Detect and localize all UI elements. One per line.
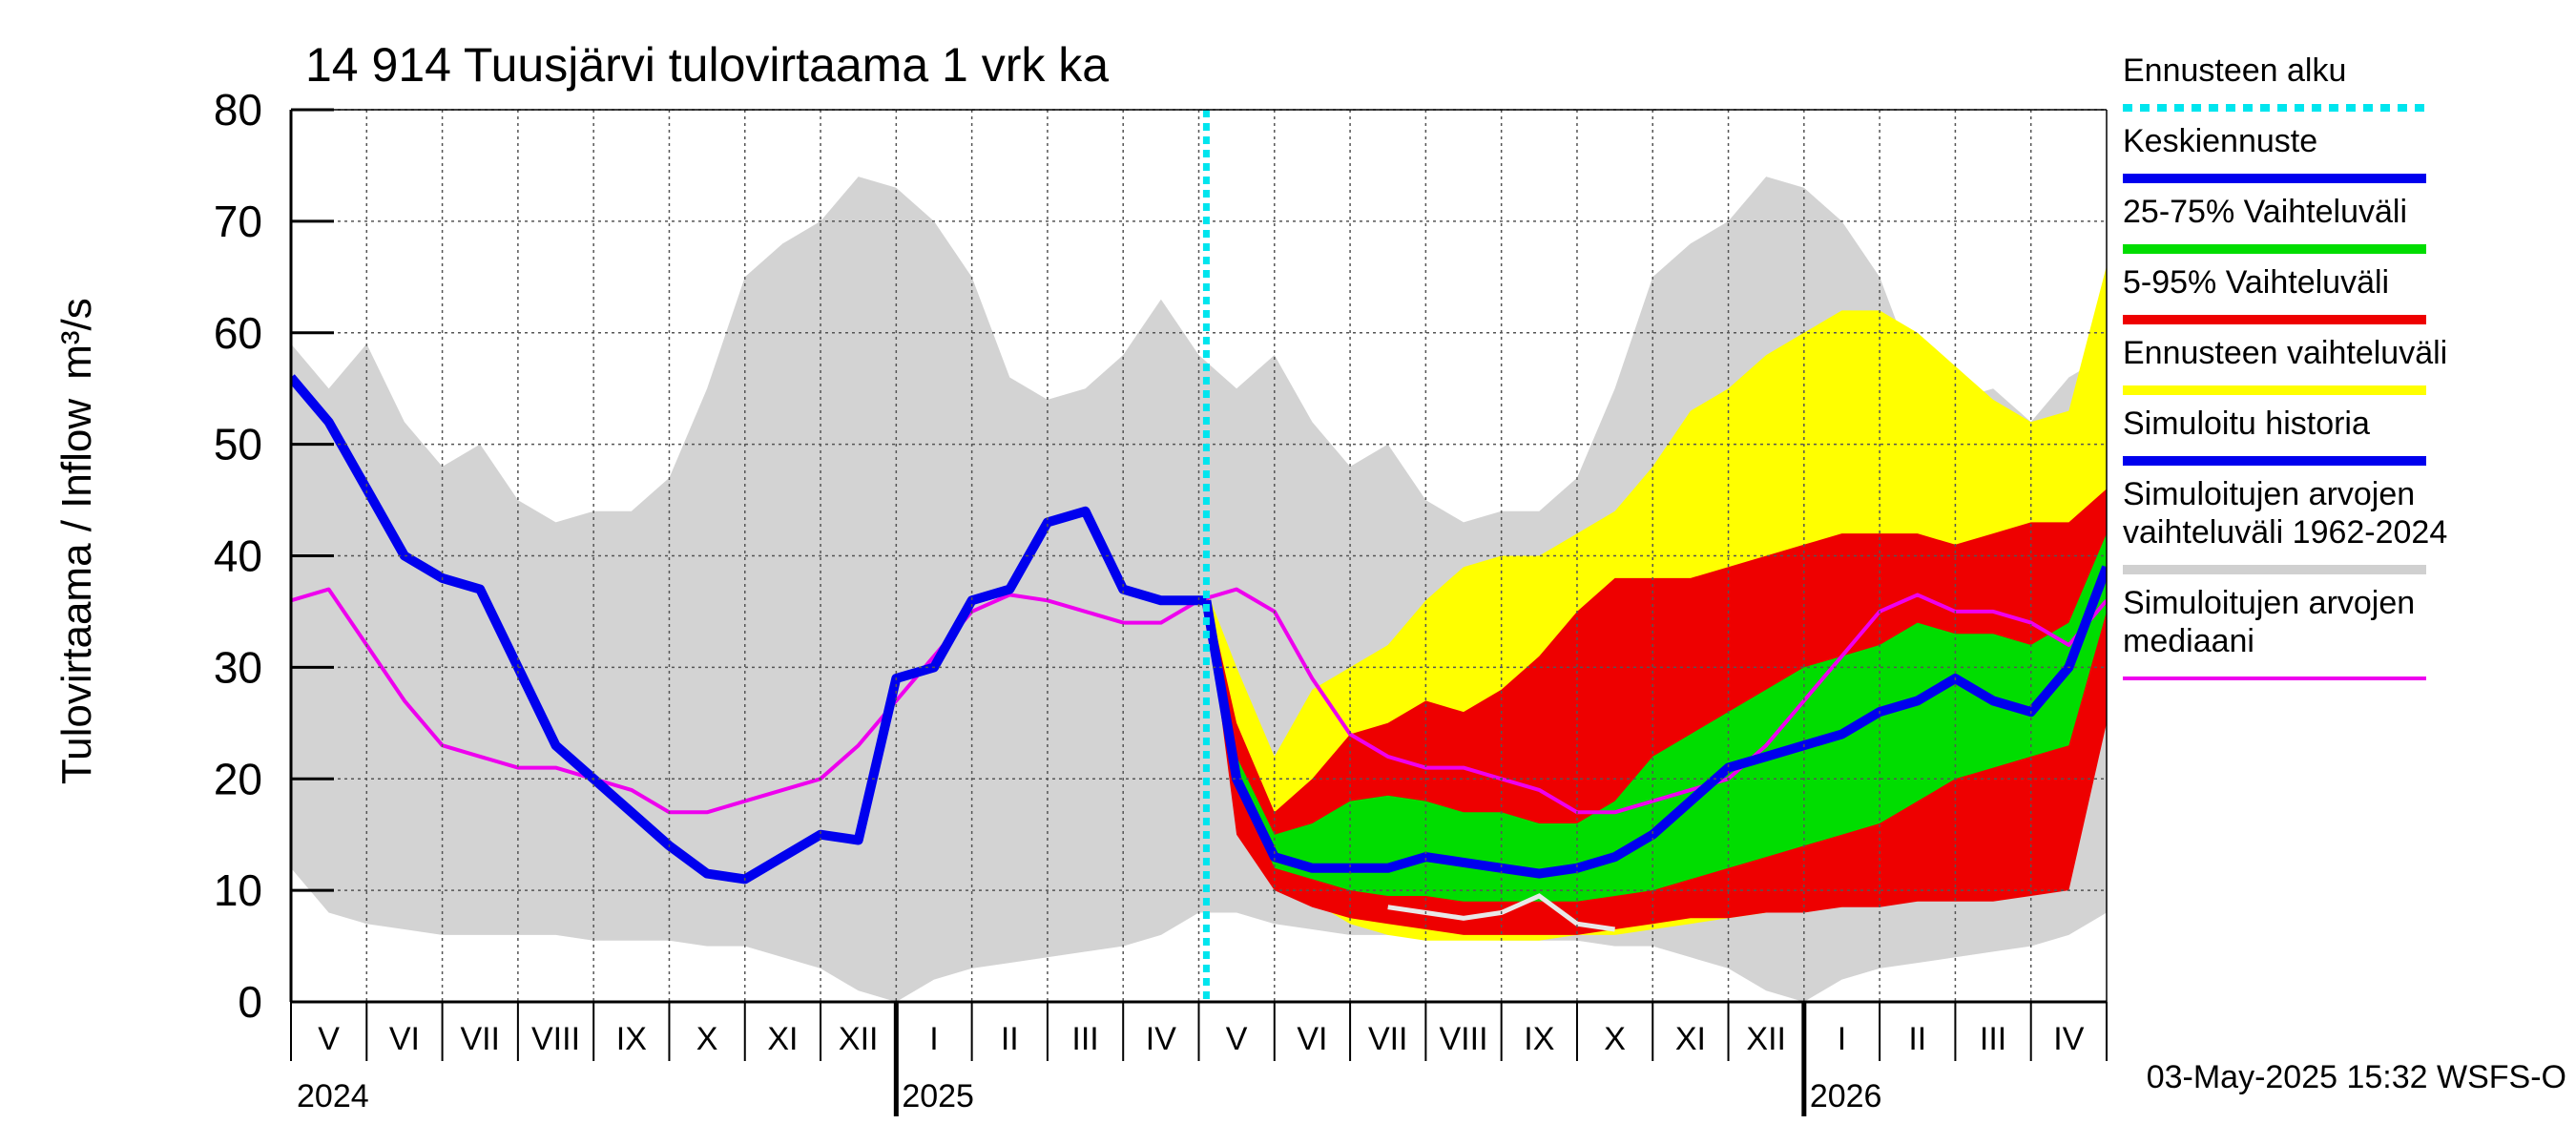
month-label: II	[1001, 1021, 1019, 1057]
legend: Ennusteen alku Keskiennuste 25-75% Vaihtel…	[2123, 52, 2447, 680]
month-label: IX	[1524, 1021, 1554, 1057]
month-label: XII	[839, 1021, 879, 1057]
y-tick-label: 40	[214, 531, 262, 581]
legend-label: vaihteluväli 1962-2024	[2123, 514, 2447, 551]
y-tick-label: 10	[214, 865, 262, 915]
y-axis-unit: m³/s	[53, 298, 100, 380]
year-label: 2025	[902, 1078, 974, 1114]
forecast-25-75-band	[1206, 533, 2107, 902]
legend-label: Keskiennuste	[2123, 123, 2317, 159]
y-axis-label-group: Tulovirtaama / Inflow	[53, 399, 100, 785]
legend-label: Simuloitu historia	[2123, 406, 2370, 442]
grid	[291, 109, 2107, 1002]
plot-content	[291, 177, 2107, 1002]
month-label: XI	[1675, 1021, 1706, 1057]
year-label: 2026	[1810, 1078, 1882, 1114]
month-label: VI	[1297, 1021, 1327, 1057]
y-tick-label: 50	[214, 420, 262, 469]
y-tick-label: 80	[214, 85, 262, 135]
legend-label: Simuloitujen arvojen	[2123, 585, 2415, 621]
month-label: IX	[616, 1021, 647, 1057]
month-label: VII	[460, 1021, 500, 1057]
month-label: X	[1604, 1021, 1626, 1057]
month-label: VIII	[1440, 1021, 1488, 1057]
chart-title: 14 914 Tuusjärvi tulovirtaama 1 vrk ka	[305, 38, 1109, 92]
y-tick-label: 20	[214, 754, 262, 803]
legend-label: Ennusteen vaihteluväli	[2123, 335, 2447, 371]
year-label: 2024	[297, 1078, 369, 1114]
y-tick-label: 0	[238, 977, 262, 1027]
legend-label: 25-75% Vaihteluväli	[2123, 194, 2407, 230]
y-tick-label: 60	[214, 308, 262, 358]
month-label: VIII	[531, 1021, 580, 1057]
legend-label: Simuloitujen arvojen	[2123, 476, 2415, 512]
month-label: IV	[1146, 1021, 1176, 1057]
month-label: IV	[2053, 1021, 2084, 1057]
month-label: VII	[1368, 1021, 1408, 1057]
legend-label: 5-95% Vaihteluväli	[2123, 264, 2389, 301]
month-label: III	[1980, 1021, 2006, 1057]
month-label: V	[1226, 1021, 1248, 1057]
y-axis-label: Tulovirtaama / Inflow	[53, 399, 100, 785]
month-label: I	[1838, 1021, 1846, 1057]
y-tick-label: 30	[214, 642, 262, 692]
month-label: XII	[1746, 1021, 1786, 1057]
timestamp: 03-May-2025 15:32 WSFS-O	[2147, 1059, 2566, 1095]
y-axis-unit-group: m³/s	[53, 298, 100, 380]
month-label: VI	[389, 1021, 420, 1057]
legend-label: mediaani	[2123, 623, 2254, 659]
month-label: XI	[767, 1021, 798, 1057]
legend-label: Ennusteen alku	[2123, 52, 2346, 89]
month-label: I	[929, 1021, 938, 1057]
month-label: II	[1908, 1021, 1926, 1057]
month-label: III	[1071, 1021, 1098, 1057]
y-tick-label: 70	[214, 197, 262, 246]
month-label: X	[696, 1021, 718, 1057]
month-label: V	[318, 1021, 340, 1057]
